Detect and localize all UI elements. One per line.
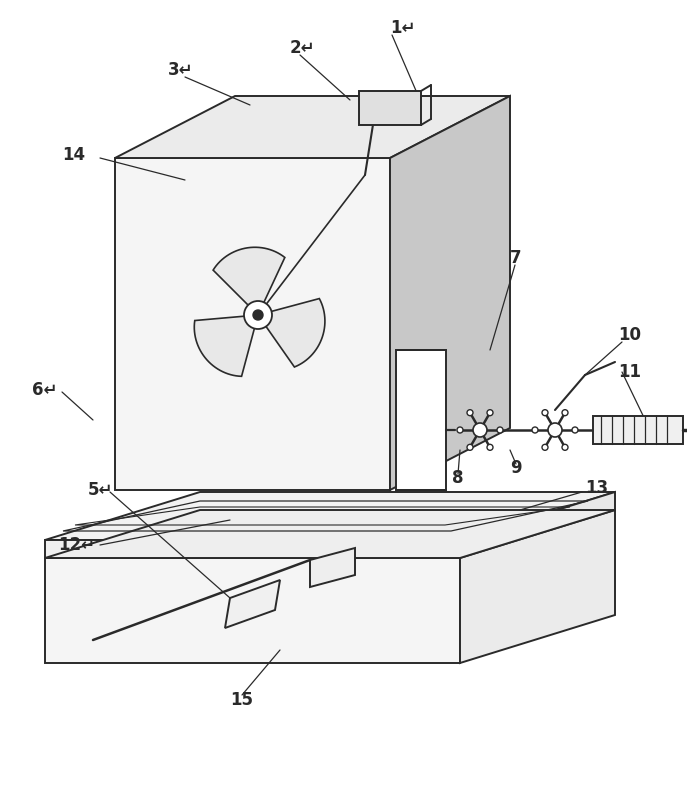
- Circle shape: [572, 427, 578, 433]
- Polygon shape: [115, 158, 390, 490]
- Bar: [593, 416, 683, 444]
- Text: 2↵: 2↵: [290, 39, 315, 57]
- Polygon shape: [194, 316, 255, 376]
- Polygon shape: [460, 510, 615, 663]
- Circle shape: [244, 301, 272, 329]
- Polygon shape: [45, 510, 615, 558]
- Circle shape: [473, 423, 487, 437]
- Circle shape: [487, 410, 493, 416]
- Polygon shape: [310, 548, 355, 587]
- Circle shape: [467, 444, 473, 450]
- Circle shape: [457, 427, 463, 433]
- Circle shape: [562, 444, 568, 450]
- Circle shape: [467, 410, 473, 416]
- Text: 14: 14: [62, 146, 85, 164]
- Text: 12↵: 12↵: [58, 536, 95, 554]
- Text: 6↵: 6↵: [32, 381, 58, 399]
- Polygon shape: [115, 96, 510, 158]
- Circle shape: [542, 444, 548, 450]
- Polygon shape: [45, 492, 615, 540]
- Polygon shape: [45, 540, 460, 558]
- Text: 1↵: 1↵: [390, 19, 416, 37]
- Polygon shape: [213, 247, 285, 307]
- Text: 5↵: 5↵: [88, 481, 113, 499]
- Circle shape: [542, 410, 548, 416]
- Circle shape: [562, 410, 568, 416]
- Polygon shape: [45, 558, 460, 663]
- Polygon shape: [225, 580, 280, 628]
- Bar: [396, 350, 446, 490]
- Circle shape: [253, 310, 263, 320]
- Text: 7: 7: [510, 249, 521, 267]
- Bar: [359, 91, 421, 125]
- Circle shape: [497, 427, 503, 433]
- Text: 10: 10: [618, 326, 641, 344]
- Text: 9: 9: [510, 459, 521, 477]
- Text: 8: 8: [452, 469, 464, 487]
- Circle shape: [532, 427, 538, 433]
- Text: 13: 13: [585, 479, 608, 497]
- Text: 3↵: 3↵: [168, 61, 194, 79]
- Polygon shape: [265, 299, 325, 367]
- Text: 11: 11: [618, 363, 641, 381]
- Polygon shape: [390, 96, 510, 490]
- Circle shape: [548, 423, 562, 437]
- Circle shape: [487, 444, 493, 450]
- Polygon shape: [460, 492, 615, 558]
- Text: 15: 15: [230, 691, 253, 709]
